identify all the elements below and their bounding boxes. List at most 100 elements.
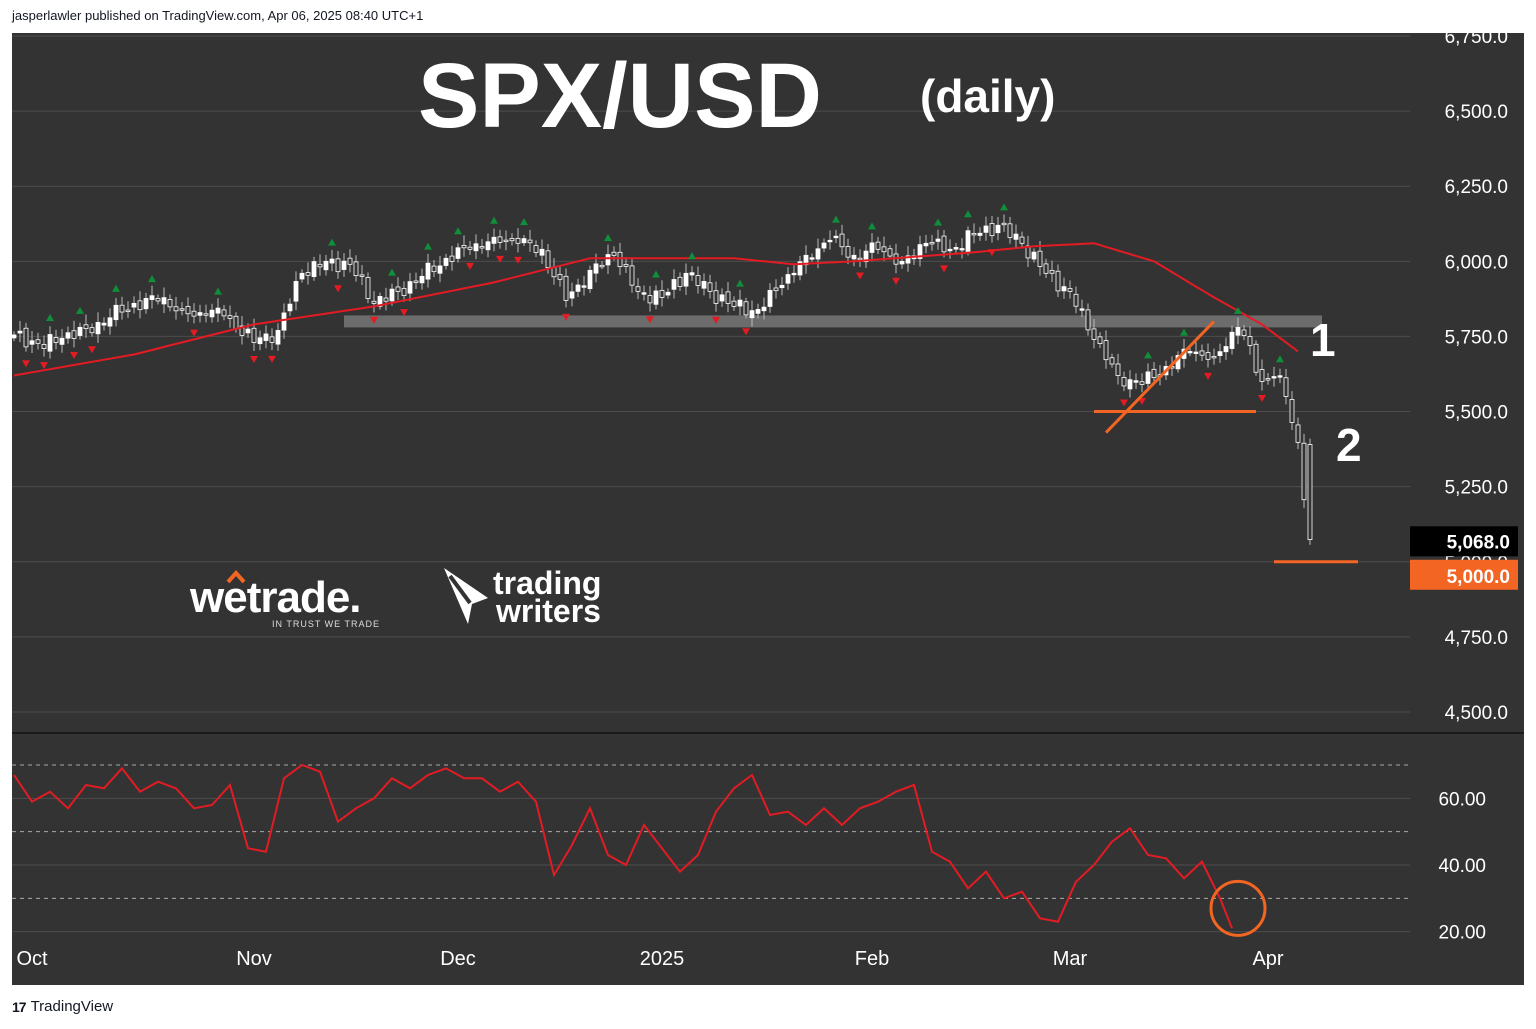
candle-down [383, 297, 389, 302]
candle-up [827, 239, 833, 243]
up-marker [76, 306, 84, 314]
candle-up [257, 337, 263, 345]
candle-down [353, 261, 359, 277]
up-marker [424, 242, 432, 250]
candle-down [305, 272, 311, 276]
candle-down [1253, 343, 1259, 373]
price-tick-label: 6,250.0 [1445, 177, 1508, 198]
candle-up [791, 272, 797, 276]
candle-up [263, 333, 269, 341]
down-marker [250, 355, 258, 363]
candle-up [323, 260, 329, 271]
candle-up [215, 307, 221, 314]
candle-up [581, 285, 587, 288]
up-marker [1000, 203, 1008, 211]
down-marker [1204, 372, 1212, 380]
candle-up [869, 242, 875, 253]
candle-down [401, 287, 407, 296]
candle-up [1133, 380, 1139, 383]
down-marker [40, 362, 48, 370]
candle-down [725, 291, 731, 304]
candle-up [755, 308, 761, 314]
up-marker [652, 270, 660, 278]
down-marker [940, 265, 948, 273]
candle-down [1283, 377, 1289, 397]
candle-down [41, 343, 47, 349]
target-price-tag: 5,000.0 [1447, 567, 1510, 588]
candle-down [875, 241, 881, 250]
candle-up [101, 322, 107, 326]
candle-down [563, 275, 569, 301]
time-tick-label: Feb [855, 948, 889, 970]
candle-up [1235, 327, 1241, 336]
candle-up [59, 337, 65, 345]
candle-down [845, 246, 851, 258]
down-marker [988, 249, 996, 257]
candle-down [23, 327, 29, 348]
candle-up [851, 254, 857, 260]
tradingview-logo-icon: 17 [12, 998, 27, 1015]
down-marker [334, 285, 342, 293]
down-marker [466, 262, 474, 270]
candle-down [119, 304, 125, 313]
candle-down [611, 251, 617, 256]
candle-up [437, 265, 443, 274]
candle-down [509, 238, 515, 242]
candle-down [887, 248, 893, 257]
candle-up [419, 275, 425, 284]
candle-series[interactable] [11, 214, 1313, 545]
candle-down [707, 282, 713, 292]
down-marker [1138, 398, 1146, 406]
footer-brand[interactable]: TradingView [30, 998, 114, 1015]
candle-up [1031, 251, 1037, 260]
candle-down [239, 325, 245, 336]
candle-down [1007, 223, 1013, 238]
candle-up [485, 241, 491, 251]
candle-up [1145, 371, 1151, 384]
candle-up [329, 258, 335, 264]
candle-down [173, 306, 179, 312]
candle-up [131, 302, 137, 308]
candle-up [1013, 233, 1019, 240]
candle-up [95, 322, 101, 335]
price-grid [12, 35, 1410, 713]
candle-down [1301, 442, 1307, 501]
up-marker [520, 218, 528, 226]
trading-writers-logo: trading writers [444, 565, 601, 629]
up-marker [1180, 328, 1188, 336]
candle-down [557, 274, 563, 280]
candle-down [1043, 263, 1049, 274]
candle-up [161, 297, 167, 305]
candle-down [227, 315, 233, 319]
candle-down [989, 223, 995, 237]
last-price-tag: 5,068.0 [1447, 532, 1510, 553]
candle-up [1229, 331, 1235, 349]
candle-down [1205, 352, 1211, 360]
candle-up [671, 279, 677, 290]
candle-up [1079, 308, 1085, 311]
candle-down [53, 337, 59, 343]
time-axis[interactable]: Oct Nov Dec 2025 Feb Mar Apr [16, 948, 1283, 970]
up-marker [328, 238, 336, 246]
candle-down [695, 275, 701, 286]
candle-down [347, 257, 353, 265]
annotation-2: 2 [1336, 419, 1362, 471]
candle-up [899, 260, 905, 265]
candle-up [443, 257, 449, 266]
candle-up [143, 298, 149, 310]
candle-down [1019, 236, 1025, 244]
candle-down [1295, 424, 1301, 443]
up-marker [112, 284, 120, 292]
candle-up [389, 288, 395, 302]
candle-down [1115, 363, 1121, 376]
candle-down [635, 286, 641, 292]
candle-up [197, 312, 203, 316]
down-marker [892, 277, 900, 285]
rsi-axis: 60.00 40.00 20.00 [1438, 789, 1486, 943]
price-tick-label: 5,500.0 [1445, 403, 1508, 424]
candle-up [311, 261, 317, 277]
down-marker [70, 352, 78, 360]
candle-up [569, 291, 575, 299]
down-marker [712, 316, 720, 324]
up-marker [454, 227, 462, 235]
